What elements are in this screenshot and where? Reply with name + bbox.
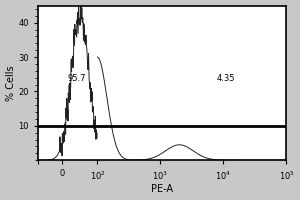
Text: 4.35: 4.35 <box>217 74 236 83</box>
X-axis label: PE-A: PE-A <box>151 184 173 194</box>
Y-axis label: % Cells: % Cells <box>6 65 16 101</box>
Text: 95.7: 95.7 <box>68 74 86 83</box>
